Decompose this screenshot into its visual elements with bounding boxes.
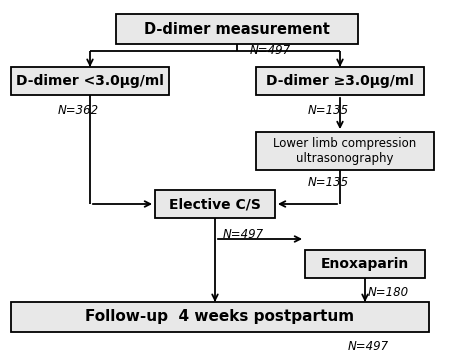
Text: D-dimer ≥3.0μg/ml: D-dimer ≥3.0μg/ml: [266, 74, 414, 88]
FancyBboxPatch shape: [305, 250, 425, 278]
FancyBboxPatch shape: [256, 132, 434, 170]
Text: Lower limb compression
ultrasonography: Lower limb compression ultrasonography: [273, 137, 417, 165]
Text: Elective C/S: Elective C/S: [169, 197, 261, 211]
Text: N=362: N=362: [58, 104, 99, 117]
FancyBboxPatch shape: [155, 190, 275, 218]
Text: Enoxaparin: Enoxaparin: [321, 257, 409, 271]
Text: N=497: N=497: [348, 340, 389, 354]
Text: Follow-up  4 weeks postpartum: Follow-up 4 weeks postpartum: [85, 309, 355, 325]
Text: N=135: N=135: [308, 176, 349, 188]
FancyBboxPatch shape: [256, 67, 424, 95]
Text: N=497: N=497: [250, 45, 291, 57]
FancyBboxPatch shape: [11, 67, 169, 95]
Text: N=180: N=180: [368, 285, 409, 298]
Text: D-dimer measurement: D-dimer measurement: [144, 22, 330, 37]
FancyBboxPatch shape: [116, 14, 358, 44]
Text: D-dimer <3.0μg/ml: D-dimer <3.0μg/ml: [16, 74, 164, 88]
Text: N=497: N=497: [223, 228, 264, 242]
FancyBboxPatch shape: [11, 302, 429, 332]
Text: N=135: N=135: [308, 104, 349, 117]
